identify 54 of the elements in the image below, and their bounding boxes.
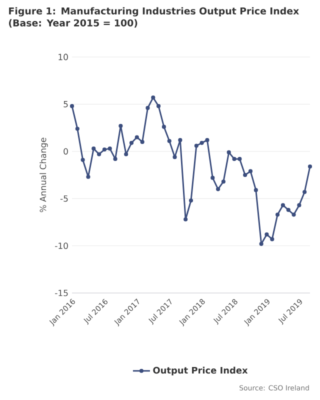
point	[188, 198, 194, 203]
point	[243, 172, 248, 178]
point	[302, 190, 307, 194]
point	[297, 203, 302, 208]
point	[205, 138, 210, 142]
y-tick-label: -5	[60, 195, 68, 202]
point	[264, 232, 269, 237]
point	[238, 156, 242, 161]
point	[75, 126, 80, 131]
point	[70, 104, 74, 108]
point	[102, 147, 106, 152]
point	[97, 152, 102, 156]
point	[162, 124, 166, 129]
chart-title: Figure 1: Manufacturing Industries Output Price Index (Base: Year 2015 = 100)	[9, 7, 300, 28]
legend-label: Output Price Index	[153, 366, 248, 376]
point	[151, 96, 156, 100]
point	[172, 155, 177, 160]
y-tick-label: 0	[64, 148, 68, 155]
point	[92, 146, 96, 151]
point	[118, 124, 123, 128]
point	[254, 188, 258, 192]
point	[156, 104, 161, 108]
point	[167, 138, 172, 144]
point	[146, 106, 150, 110]
point	[221, 180, 226, 184]
y-tick-label: -10	[55, 242, 68, 250]
point	[86, 174, 90, 179]
point	[113, 156, 118, 161]
y-tick-label: 10	[58, 54, 68, 60]
point	[194, 144, 198, 148]
point	[108, 146, 112, 151]
point	[259, 242, 264, 246]
point	[292, 212, 296, 217]
point	[140, 140, 144, 144]
point	[216, 187, 220, 192]
point	[248, 169, 253, 174]
y-tick-label: 5	[64, 101, 68, 108]
point	[232, 156, 236, 161]
point	[280, 203, 285, 208]
point	[270, 237, 274, 242]
point	[226, 150, 231, 154]
y-axis-title: % Annual Change	[40, 138, 48, 212]
y-tick-label: -15	[55, 290, 68, 296]
point	[129, 140, 134, 145]
point	[210, 176, 215, 180]
point	[184, 217, 188, 222]
point	[80, 158, 85, 162]
point	[275, 212, 280, 217]
point	[286, 208, 290, 212]
point	[200, 140, 204, 145]
point	[308, 164, 312, 169]
point	[124, 152, 128, 156]
point	[178, 138, 182, 142]
point	[134, 135, 139, 140]
